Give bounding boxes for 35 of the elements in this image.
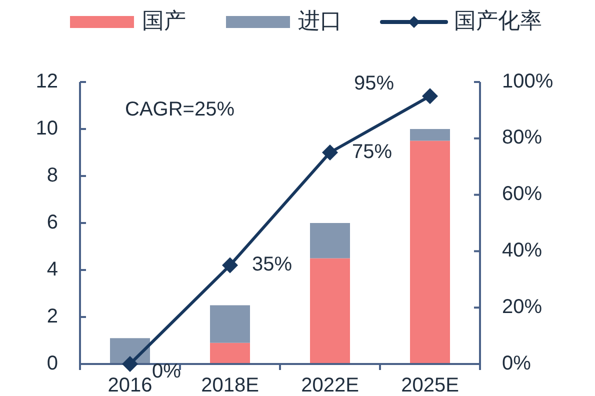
xtick: 2022E (301, 374, 359, 396)
y2tick: 40% (502, 239, 542, 262)
point (122, 356, 138, 372)
bar (310, 258, 350, 364)
xtick: 2018E (201, 374, 259, 396)
y2tick: 80% (502, 126, 542, 149)
legend-text: 国产化率 (454, 8, 542, 33)
point (222, 257, 238, 274)
ytick: 10 (36, 117, 58, 140)
y2tick: 20% (502, 296, 542, 318)
label: 75% (352, 140, 392, 163)
legend-text: 进口 (298, 8, 342, 33)
ytick: 6 (46, 211, 58, 234)
legend-text: 国产 (142, 8, 186, 33)
label: 0% (152, 360, 181, 382)
annotation: CAGR=25% (125, 98, 234, 120)
bar (410, 140, 450, 364)
ytick: 12 (36, 70, 58, 92)
ytick: 8 (46, 164, 58, 186)
bar (310, 223, 350, 258)
ytick: 2 (46, 305, 58, 328)
ytick: 0 (46, 352, 58, 374)
label: 35% (252, 254, 292, 276)
bar (210, 342, 250, 364)
bar (210, 305, 250, 343)
point (422, 88, 438, 104)
xtick: 2025E (401, 374, 459, 396)
label: 95% (354, 72, 394, 94)
y2tick: 0% (502, 352, 531, 374)
y2tick: 100% (502, 70, 554, 92)
xtick: 2016 (108, 374, 152, 396)
bar (410, 129, 450, 141)
point (322, 144, 338, 160)
y2tick: 60% (502, 183, 542, 206)
ytick: 4 (46, 258, 58, 280)
